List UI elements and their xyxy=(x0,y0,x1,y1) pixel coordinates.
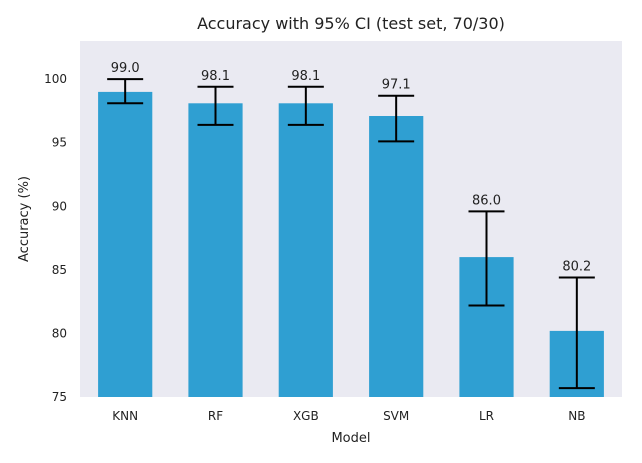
x-tick-labels: KNN RF XGB SVM LR NB xyxy=(112,409,585,423)
y-tick-label-90: 90 xyxy=(52,199,67,213)
value-label-rf: 98.1 xyxy=(201,69,230,84)
y-tick-label-85: 85 xyxy=(52,263,67,277)
errorbars-group xyxy=(107,78,595,390)
value-label-lr: 86.0 xyxy=(472,193,501,208)
value-label-knn: 99.0 xyxy=(111,61,140,76)
x-tick-label-nb: NB xyxy=(568,409,585,423)
x-tick-label-lr: LR xyxy=(479,409,494,423)
x-axis-label: Model xyxy=(331,431,370,446)
value-label-xgb: 98.1 xyxy=(291,69,320,84)
y-tick-label-95: 95 xyxy=(52,136,67,150)
x-tick-label-xgb: XGB xyxy=(293,409,319,423)
y-tick-label-100: 100 xyxy=(44,72,67,86)
value-label-svm: 97.1 xyxy=(382,78,411,93)
y-tick-label-75: 75 xyxy=(52,390,67,404)
bar-rf xyxy=(188,103,243,398)
x-tick-label-svm: SVM xyxy=(383,409,409,423)
y-axis-label: Accuracy (%) xyxy=(17,176,32,262)
bar-xgb xyxy=(278,103,333,398)
plot-area xyxy=(80,41,622,397)
value-label-nb: 80.2 xyxy=(562,260,591,275)
x-tick-label-rf: RF xyxy=(208,409,223,423)
y-tick-labels: 75 80 85 90 95 100 xyxy=(44,72,67,404)
bar-svm xyxy=(369,116,424,397)
bar-knn xyxy=(98,91,153,398)
chart-title: Accuracy with 95% CI (test set, 70/30) xyxy=(197,14,505,33)
x-tick-label-knn: KNN xyxy=(112,409,138,423)
bars-group xyxy=(98,91,604,398)
y-tick-label-80: 80 xyxy=(52,326,67,340)
value-labels-group: 99.0 98.1 98.1 97.1 86.0 80.2 xyxy=(111,61,592,274)
